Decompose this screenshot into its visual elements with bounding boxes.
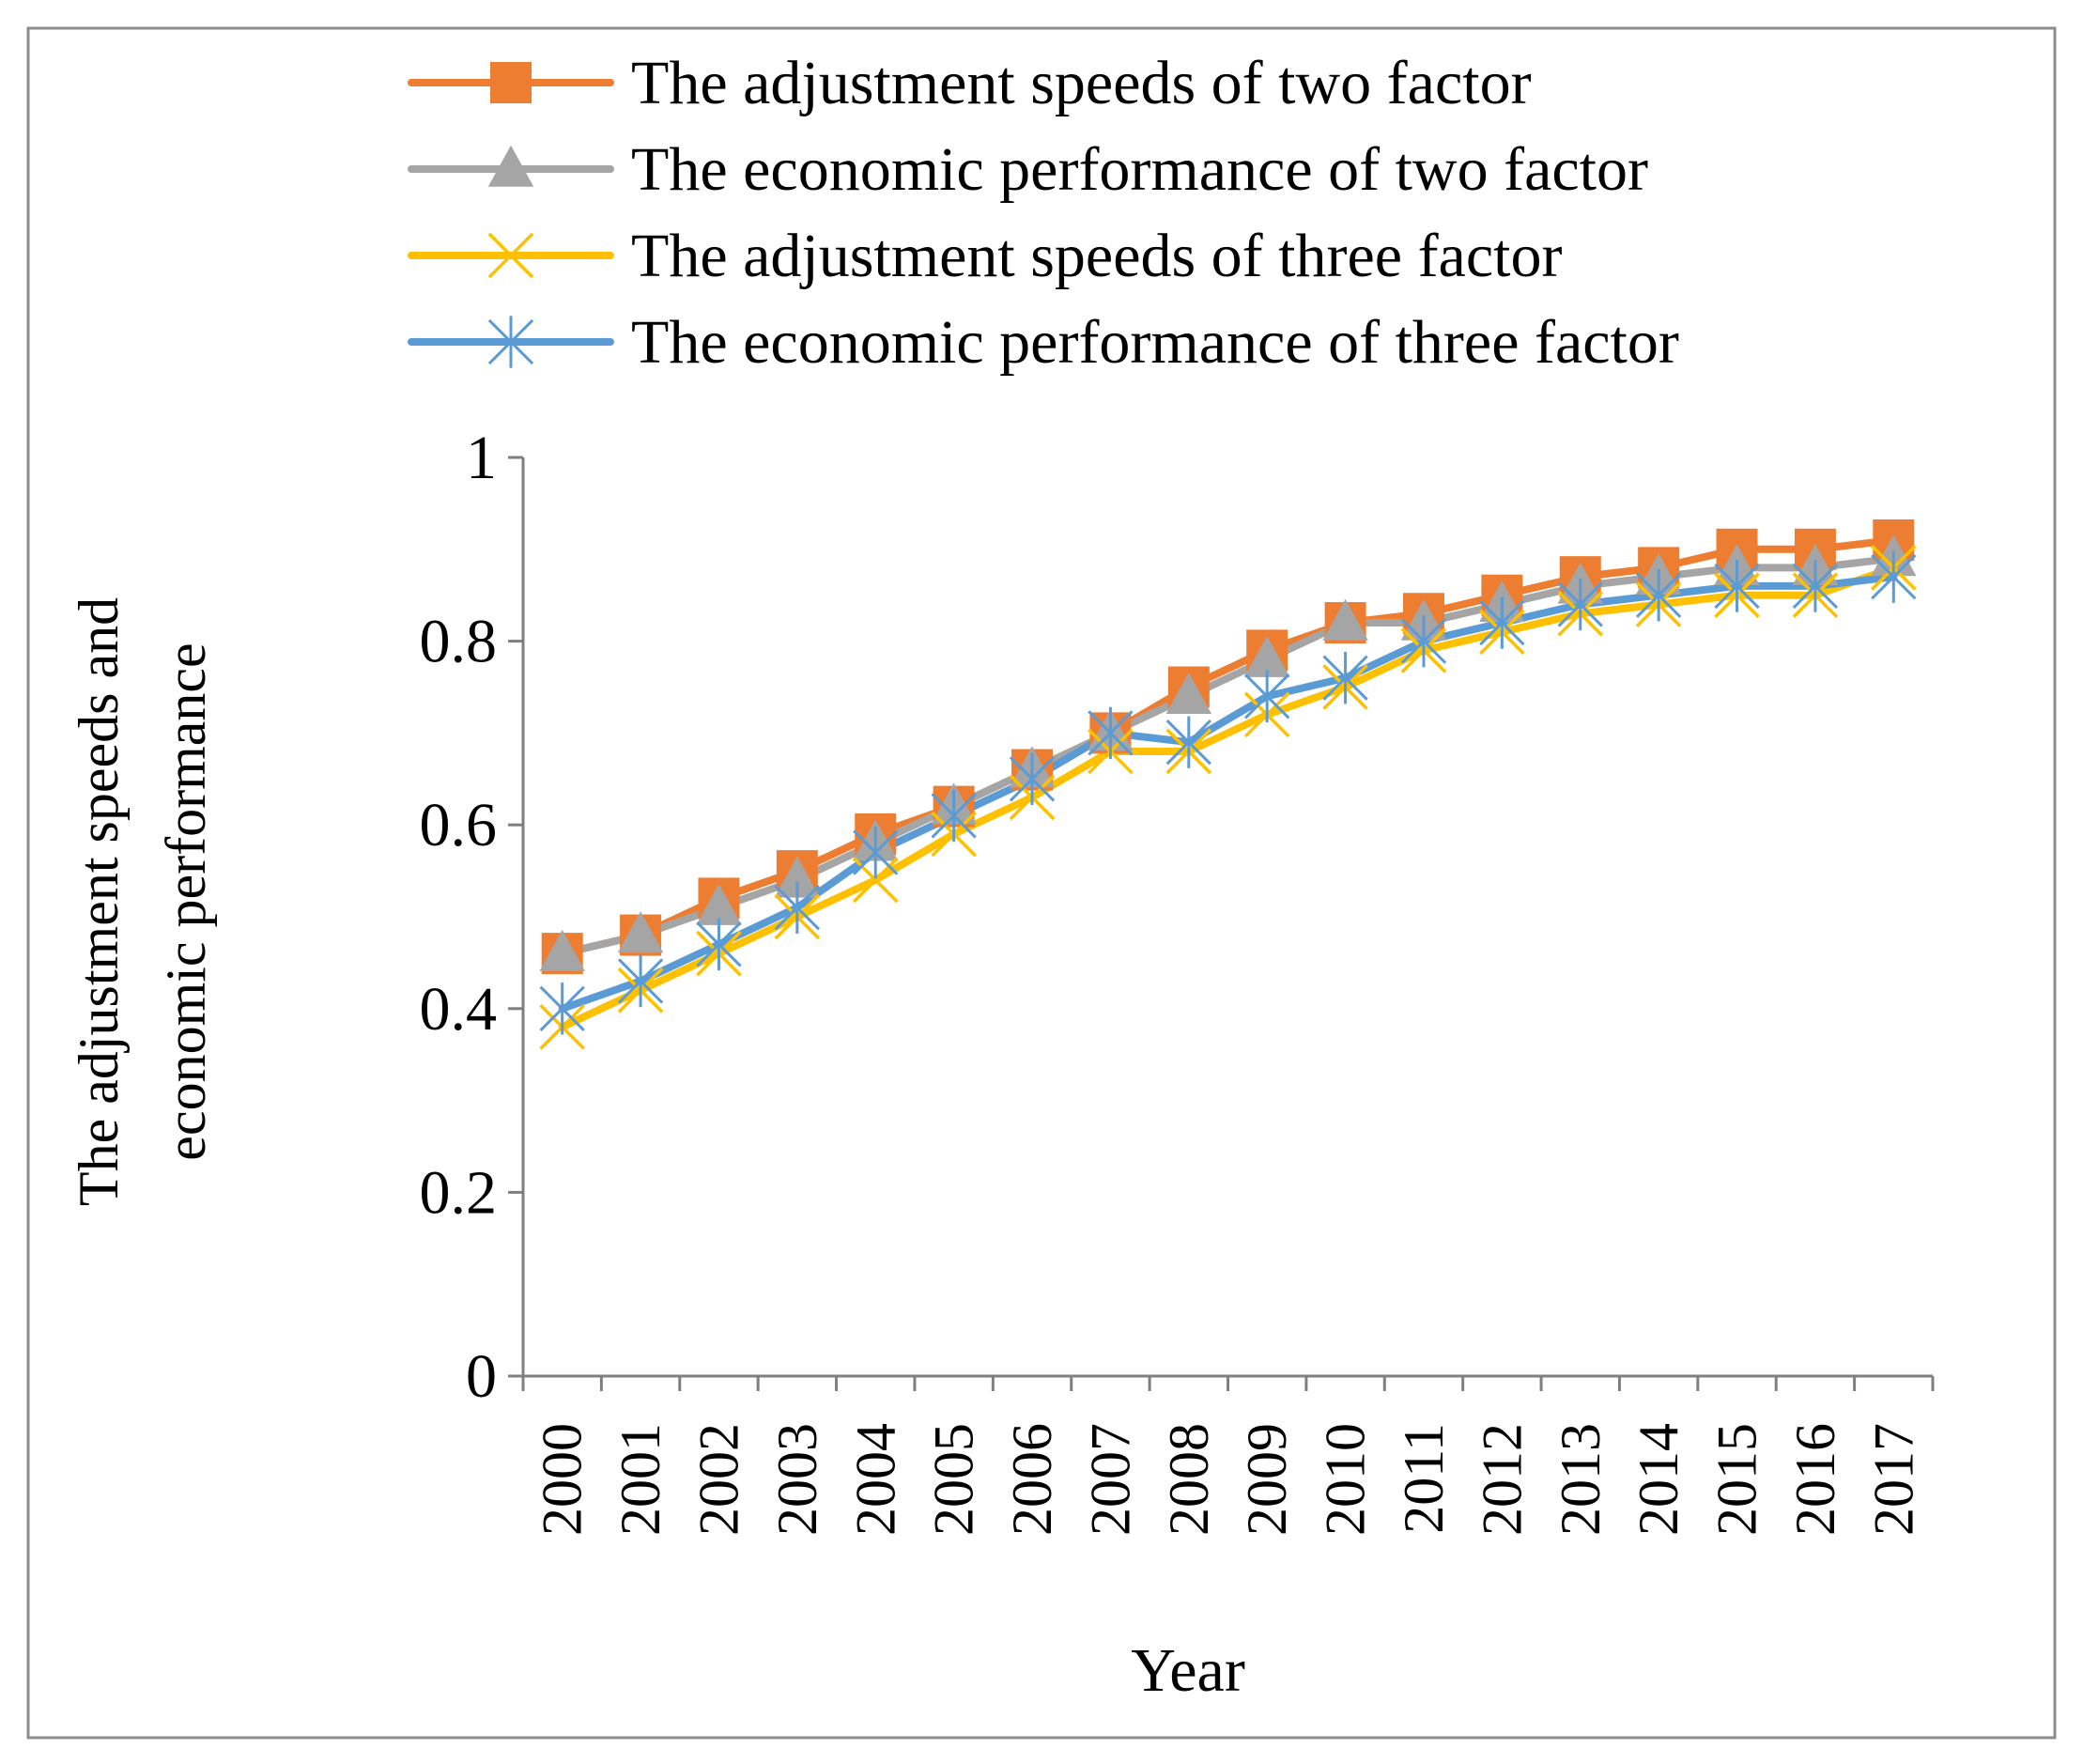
legend-entry-3: The adjustment speeds of three factor — [408, 222, 1562, 290]
data-point-series-2 — [696, 883, 742, 925]
y-tick-label: 0 — [466, 1342, 497, 1411]
x-tick-label: 2002 — [687, 1423, 749, 1536]
data-point-series-4 — [931, 789, 977, 843]
legend-marker — [490, 62, 532, 103]
axes: 0 0.2 0.4 0.6 0.8 1 2000 2001 2002 2003 2004 2005 20… — [420, 424, 1935, 1536]
x-tick-label: 2006 — [1001, 1423, 1063, 1536]
x-tick-label: 2012 — [1471, 1423, 1533, 1536]
data-point-series-2 — [539, 929, 585, 971]
data-point-series-4 — [1165, 716, 1211, 768]
data-point-series-4 — [1635, 568, 1682, 622]
data-point-series-4 — [774, 881, 821, 934]
x-tick-label: 2011 — [1393, 1423, 1455, 1534]
data-point-series-4 — [539, 983, 585, 1035]
data-point-series-4 — [1088, 706, 1134, 760]
plot-markers — [539, 519, 1917, 1050]
data-point-series-2 — [1243, 635, 1290, 677]
x-tick-label: 2004 — [844, 1423, 906, 1536]
legend: The adjustment speeds of two factor The e… — [408, 49, 1679, 377]
data-point-series-4 — [1871, 550, 1917, 603]
y-tick-label: 0.2 — [420, 1158, 498, 1227]
y-tick-label: 0.8 — [420, 608, 498, 676]
legend-marker — [487, 232, 534, 279]
data-point-series-4 — [617, 954, 664, 1008]
x-tick-label: 2008 — [1158, 1423, 1220, 1536]
legend-marker — [487, 145, 534, 187]
legend-label: The adjustment speeds of two factor — [631, 49, 1532, 117]
x-tick-label: 2016 — [1784, 1423, 1846, 1536]
legend-marker — [487, 316, 534, 368]
x-tick-label: 2001 — [609, 1423, 671, 1536]
data-point-series-4 — [1479, 596, 1525, 649]
data-point-series-4 — [1714, 560, 1760, 612]
x-tick-label: 2013 — [1550, 1423, 1612, 1536]
legend-label: The economic performance of three factor — [631, 308, 1679, 377]
legend-label: The economic performance of two factor — [631, 135, 1648, 204]
data-point-series-4 — [1792, 560, 1839, 612]
data-point-series-2 — [1165, 672, 1212, 714]
data-point-series-4 — [1244, 670, 1290, 722]
x-tick-label: 2007 — [1079, 1423, 1141, 1536]
x-tick-label: 2015 — [1706, 1423, 1768, 1536]
legend-entry-1: The adjustment speeds of two factor — [408, 49, 1532, 117]
x-axis-label: Year — [1131, 1636, 1245, 1705]
data-point-series-4 — [1557, 578, 1603, 631]
data-point-series-4 — [1009, 752, 1056, 806]
y-tick-label: 0.4 — [420, 975, 498, 1044]
series-line-3 — [558, 564, 1898, 1031]
data-point-series-4 — [696, 918, 742, 971]
x-tick-label: 2010 — [1315, 1423, 1377, 1536]
chart-frame — [26, 26, 2057, 1740]
y-tick-label: 1 — [466, 424, 497, 492]
x-tick-label: 2005 — [923, 1423, 985, 1536]
x-tick-label: 2017 — [1862, 1423, 1924, 1536]
y-tick-label: 0.6 — [420, 791, 498, 859]
data-point-series-4 — [1400, 614, 1447, 668]
data-point-series-4 — [853, 826, 899, 879]
data-point-series-2 — [774, 856, 821, 898]
data-point-series-2 — [617, 911, 664, 953]
x-tick-label: 2009 — [1236, 1423, 1298, 1536]
legend-entry-4: The economic performance of three factor — [408, 308, 1679, 377]
y-axis-label-line-2: economic performance — [155, 642, 217, 1160]
x-tick-label: 2000 — [532, 1423, 594, 1536]
data-point-series-4 — [1322, 652, 1368, 704]
y-axis-label-line-1: The adjustment speeds and — [68, 597, 130, 1206]
legend-label: The adjustment speeds of three factor — [631, 222, 1562, 290]
x-tick-label: 2014 — [1628, 1423, 1690, 1536]
legend-entry-2: The economic performance of two factor — [408, 135, 1648, 204]
x-tick-label: 2003 — [766, 1423, 828, 1536]
data-point-series-2 — [1322, 598, 1368, 641]
